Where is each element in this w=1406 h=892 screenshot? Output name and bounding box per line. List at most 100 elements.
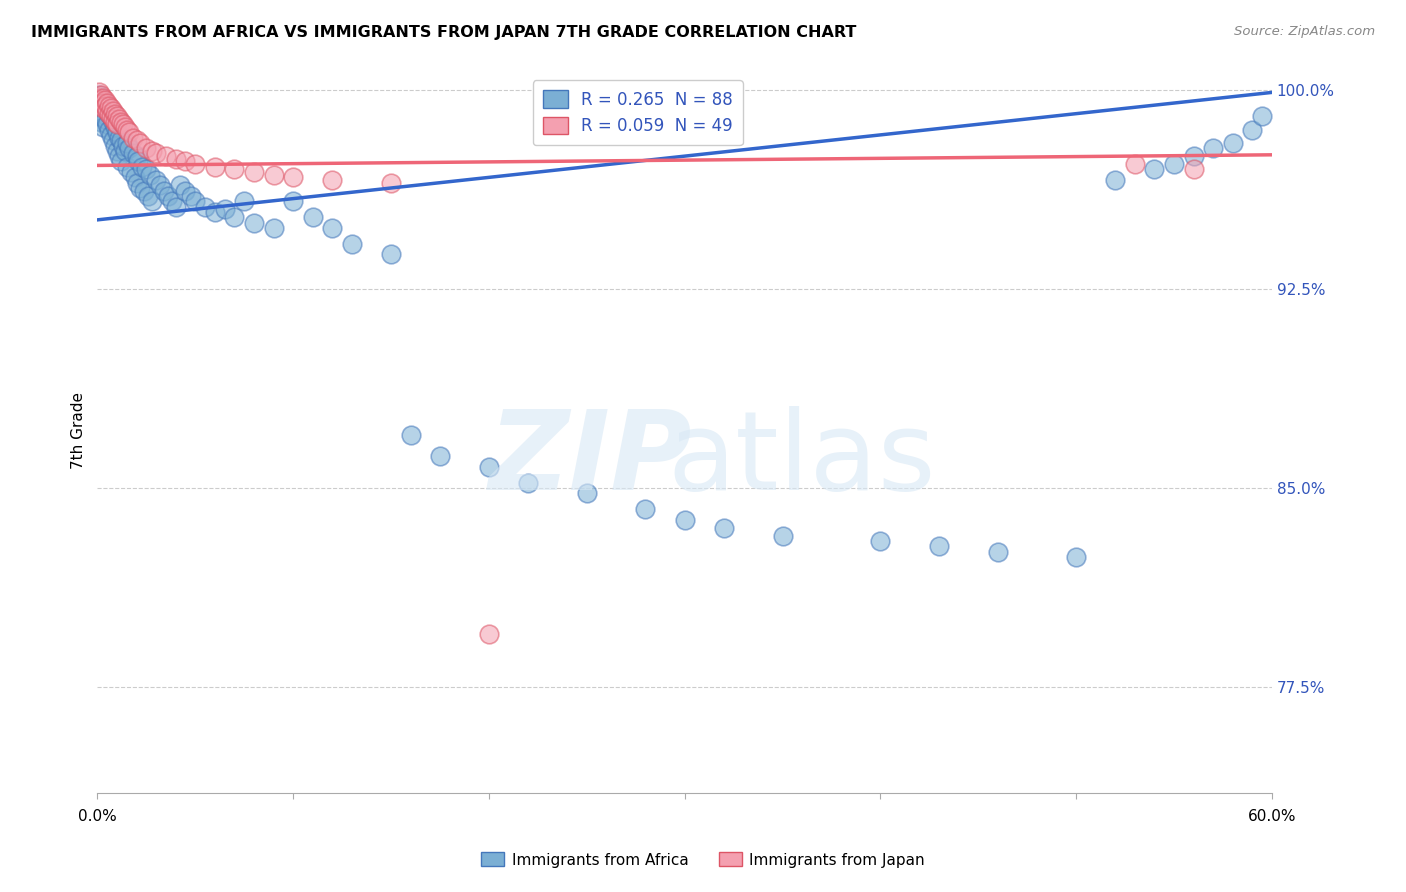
- Point: [101, 114, 124, 128]
- Point: [91, 101, 114, 115]
- Point: [135, 141, 157, 155]
- Point: [634, 502, 657, 516]
- Point: [987, 545, 1010, 559]
- Point: [263, 220, 285, 235]
- Point: [1182, 149, 1205, 163]
- Point: [145, 173, 167, 187]
- Point: [105, 109, 128, 123]
- Point: [174, 154, 197, 169]
- Point: [1123, 157, 1146, 171]
- Point: [165, 152, 187, 166]
- Point: [100, 128, 122, 142]
- Point: [94, 94, 117, 108]
- Point: [429, 449, 451, 463]
- Point: [772, 529, 794, 543]
- Point: [673, 513, 696, 527]
- Point: [214, 202, 236, 217]
- Point: [281, 170, 304, 185]
- Point: [94, 98, 117, 112]
- Point: [575, 486, 598, 500]
- Point: [184, 157, 207, 171]
- Point: [111, 138, 134, 153]
- Point: [100, 109, 122, 123]
- Point: [1202, 141, 1225, 155]
- Point: [108, 149, 131, 163]
- Point: [1064, 550, 1087, 565]
- Point: [139, 168, 162, 182]
- Point: [90, 101, 112, 115]
- Point: [224, 162, 246, 177]
- Point: [121, 146, 143, 161]
- Text: 0.0%: 0.0%: [77, 809, 117, 824]
- Point: [1163, 157, 1185, 171]
- Point: [89, 86, 111, 100]
- Point: [90, 88, 112, 103]
- Text: atlas: atlas: [668, 407, 936, 514]
- Point: [110, 133, 132, 147]
- Point: [110, 154, 132, 169]
- Point: [204, 160, 226, 174]
- Point: [129, 136, 152, 150]
- Point: [101, 103, 124, 118]
- Point: [98, 98, 121, 112]
- Legend: R = 0.265  N = 88, R = 0.059  N = 49: R = 0.265 N = 88, R = 0.059 N = 49: [533, 80, 742, 145]
- Point: [517, 475, 540, 490]
- Point: [145, 146, 167, 161]
- Point: [194, 200, 217, 214]
- Point: [89, 96, 111, 111]
- Point: [131, 160, 153, 174]
- Point: [91, 91, 114, 105]
- Point: [96, 96, 118, 111]
- Point: [136, 189, 159, 203]
- Point: [1104, 173, 1126, 187]
- Point: [243, 215, 266, 229]
- Point: [115, 136, 138, 150]
- Point: [204, 205, 226, 219]
- Point: [96, 117, 118, 131]
- Point: [340, 236, 363, 251]
- Point: [90, 91, 112, 105]
- Point: [89, 91, 111, 105]
- Point: [94, 98, 117, 112]
- Point: [135, 162, 157, 177]
- Point: [100, 101, 122, 115]
- Point: [169, 178, 191, 193]
- Point: [125, 176, 148, 190]
- Point: [91, 96, 114, 111]
- Point: [90, 98, 112, 112]
- Point: [165, 200, 187, 214]
- Point: [110, 114, 132, 128]
- Point: [89, 88, 111, 103]
- Point: [281, 194, 304, 209]
- Point: [149, 178, 172, 193]
- Point: [96, 103, 118, 118]
- Point: [380, 176, 402, 190]
- Point: [90, 94, 112, 108]
- Point: [91, 94, 114, 108]
- Point: [98, 122, 121, 136]
- Point: [89, 96, 111, 111]
- Point: [141, 144, 163, 158]
- Point: [127, 154, 149, 169]
- Point: [243, 165, 266, 179]
- Point: [111, 117, 134, 131]
- Point: [301, 211, 323, 225]
- Point: [91, 120, 114, 134]
- Point: [115, 160, 138, 174]
- Point: [321, 173, 343, 187]
- Point: [134, 184, 156, 198]
- Point: [91, 106, 114, 120]
- Text: 60.0%: 60.0%: [1247, 809, 1296, 824]
- Point: [160, 194, 183, 209]
- Point: [89, 109, 111, 123]
- Point: [108, 130, 131, 145]
- Point: [1182, 162, 1205, 177]
- Point: [380, 247, 402, 261]
- Point: [125, 149, 148, 163]
- Point: [101, 112, 124, 126]
- Point: [321, 220, 343, 235]
- Point: [124, 170, 146, 185]
- Point: [105, 144, 128, 158]
- Point: [174, 184, 197, 198]
- Point: [98, 106, 121, 120]
